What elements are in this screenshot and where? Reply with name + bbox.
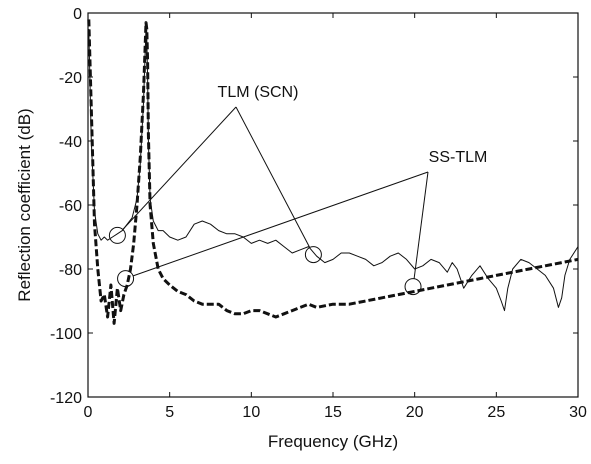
annotation-circle-0-0 (108, 226, 126, 244)
annotation-label-1: SS-TLM (429, 149, 488, 166)
x-tick-label-3: 15 (324, 404, 342, 421)
annotation-leader-0-1 (235, 106, 311, 248)
annotation-layer: TLM (SCN) SS-TLM (108, 84, 488, 296)
annotation-circle-1-0 (117, 270, 135, 288)
x-tick-label-4: 20 (406, 404, 424, 421)
annotation-leader-0-0 (122, 106, 237, 230)
y-tick-label-0: 0 (73, 6, 82, 23)
x-tick-label-6: 30 (569, 404, 587, 421)
annotation-circle-0-1 (304, 246, 322, 264)
y-tick-label-6: -120 (50, 390, 82, 407)
y-tick-label-3: -60 (59, 198, 82, 215)
annotation-circle-1-1 (404, 278, 422, 296)
x-axis-label: Frequency (GHz) (268, 432, 398, 451)
series-line-ss-tlm (87, 19, 579, 325)
tick-layer: 0 5 10 15 20 25 30 0 -20 -40 -60 -80 -100 -120 (50, 6, 587, 421)
annotation-leader-1-0 (132, 171, 429, 277)
series-layer (87, 19, 579, 325)
series-line-tlm-scn (88, 28, 579, 312)
x-tick-label-2: 10 (242, 404, 260, 421)
y-tick-label-4: -80 (59, 262, 82, 279)
x-tick-label-5: 25 (487, 404, 505, 421)
x-tick-label-0: 0 (84, 404, 93, 421)
y-axis-label: Reflection coefficient (dB) (15, 108, 34, 301)
y-tick-label-5: -100 (50, 326, 82, 343)
y-tick-label-2: -40 (59, 134, 82, 151)
y-tick-label-1: -20 (59, 70, 82, 87)
x-tick-label-1: 5 (165, 404, 174, 421)
annotation-label-0: TLM (SCN) (218, 84, 299, 101)
annotation-leader-1-1 (413, 171, 429, 279)
